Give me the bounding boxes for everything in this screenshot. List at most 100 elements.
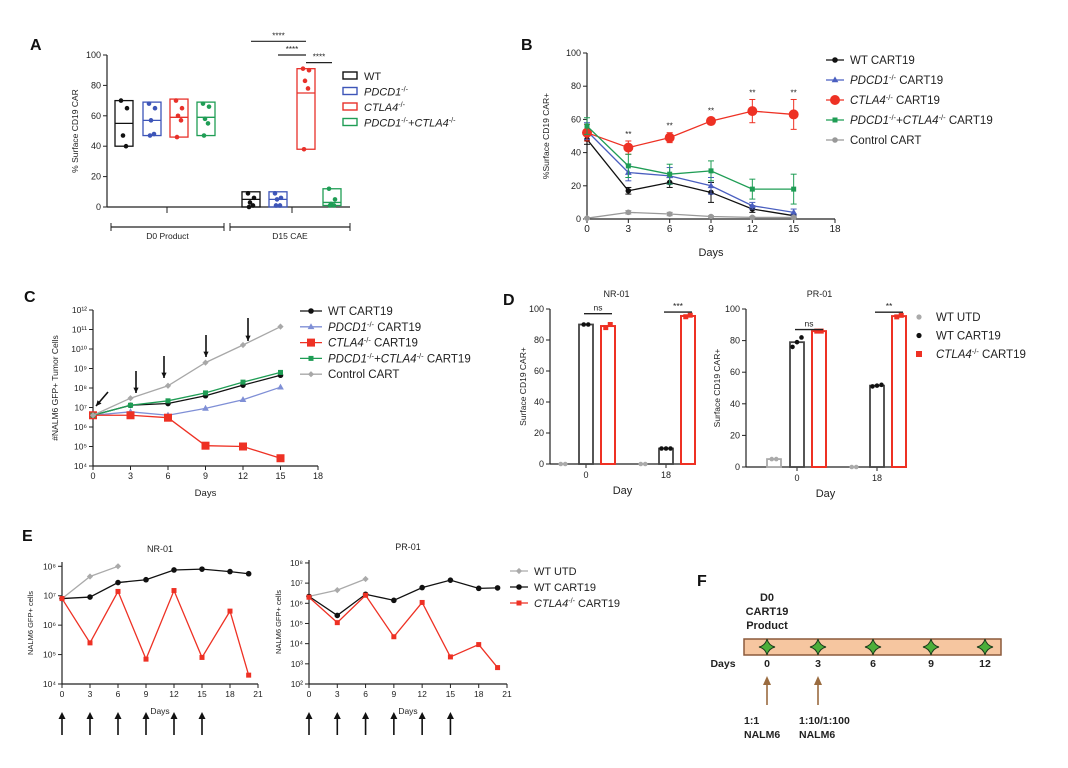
y-tick-label: 10⁵ [74, 442, 87, 452]
series-1-point [475, 585, 482, 592]
legend-label: PDCD1-/- CART19 [850, 73, 943, 88]
label-part: -/- [367, 319, 375, 328]
data-point [607, 322, 613, 327]
series-2-point [664, 132, 675, 143]
series-1-point [277, 383, 284, 390]
data-point [245, 191, 251, 196]
panel-letter: B [521, 37, 533, 54]
data-point [683, 314, 689, 320]
label-part: CART19 [893, 95, 940, 107]
series-3-point [128, 402, 133, 408]
box-1-0 [241, 191, 261, 210]
star-icon [976, 638, 994, 656]
legend-item-3: PDCD1-/-+CTLA4-/- [342, 117, 456, 130]
x-tick-label: 0 [794, 473, 799, 483]
y-tick-label: 20 [730, 430, 740, 440]
series-2-point [276, 454, 285, 463]
bar-0-0 [766, 456, 782, 468]
significance-label: ** [708, 107, 714, 116]
timeline-arrow-label: NALM6 [744, 729, 780, 741]
timeline-arrow-label: 1:1 [744, 715, 759, 727]
series-0-point [334, 587, 341, 594]
series-2-point [143, 656, 149, 662]
group-label: D0 Product [146, 231, 189, 241]
chart-C: 10⁴ 10⁵ 10⁶ 10⁷ 10⁸ 10⁹ 10¹⁰ 10¹¹ 10¹² #NALM6 GFP… [50, 305, 471, 499]
x-tick-label: 15 [197, 689, 207, 699]
legend-swatch [342, 117, 358, 127]
series-3-point [791, 186, 797, 192]
bar-1-0 [789, 335, 805, 468]
panel-letter: F [697, 573, 707, 590]
y-axis-label: NALM6 GFP+ cells [274, 590, 283, 654]
data-point [123, 143, 129, 149]
y-tick-label: 60 [534, 366, 544, 376]
y-tick-label: 10⁷ [43, 591, 56, 601]
series-2-point [199, 654, 205, 660]
legend-item-2: CTLA4-/- CART19 [510, 597, 620, 610]
data-point [273, 203, 279, 208]
legend-marker [830, 95, 840, 105]
series-2-point [171, 588, 177, 594]
y-tick-label: 100 [566, 48, 581, 58]
series-4-point [277, 323, 284, 330]
arrow-head-icon [245, 335, 251, 341]
series-1-line [586, 130, 794, 214]
series-2-point [227, 608, 233, 614]
label-part: -/- [401, 86, 408, 94]
label-part: CTLA4 [534, 598, 568, 610]
series-2-line [61, 588, 250, 676]
x-tick-label: 9 [708, 224, 714, 235]
x-tick-label: 12 [417, 689, 427, 699]
series-4-line [92, 326, 281, 416]
star-icon [922, 638, 940, 656]
y-tick-label: 40 [730, 399, 740, 409]
restimulation-arrows [58, 712, 206, 735]
legend-marker [308, 355, 314, 361]
y-tick-label: 10¹⁰ [71, 344, 87, 354]
data-point [277, 203, 283, 208]
legend-marker [832, 117, 838, 123]
label-part: PDCD1 [364, 118, 401, 130]
y-tick-label: 80 [91, 80, 101, 90]
label-part: WT UTD [936, 312, 981, 324]
data-point [603, 325, 609, 331]
legend-item-2: CTLA4-/- CART19 [826, 93, 940, 107]
label-part: -/- [889, 113, 897, 122]
legend-marker [916, 351, 922, 357]
y-tick-label: 10² [291, 679, 303, 689]
label-part: PDCD1 [850, 75, 889, 87]
series-2-point [788, 109, 799, 120]
label-part: CTLA4 [936, 349, 972, 361]
series-1-point [419, 584, 425, 591]
arrow-head-icon [114, 712, 122, 719]
data-point [326, 186, 332, 192]
bar-1-1 [658, 446, 674, 465]
x-tick-label: 12 [747, 224, 759, 235]
label-part: -/- [417, 351, 425, 360]
x-tick-label: 0 [583, 470, 588, 480]
data-point [274, 197, 280, 202]
arrow-head-icon [305, 712, 313, 719]
series-4 [584, 209, 797, 221]
significance-label: ** [749, 88, 755, 97]
legend-marker [916, 332, 922, 339]
legend-item-1: WT CART19 [510, 582, 596, 594]
series-0 [584, 133, 797, 219]
legend-item-0: WT [342, 71, 381, 83]
x-tick-label: 21 [502, 689, 512, 699]
y-tick-label: 20 [571, 181, 581, 191]
data-point [173, 98, 179, 103]
legend-item-0: WT CART19 [826, 55, 915, 67]
legend-marker [516, 600, 522, 606]
series-1-point [494, 585, 501, 591]
label-part: +CTLA4 [896, 115, 939, 127]
legend-label: WT CART19 [328, 306, 393, 318]
x-tick-label: 18 [829, 224, 841, 235]
label-part: CART19 [946, 115, 993, 127]
arrow-head-icon [446, 712, 454, 719]
x-axis-label: Days [195, 488, 217, 499]
data-point [562, 461, 568, 467]
label-part: PDCD1 [328, 353, 367, 365]
series-1-point [447, 577, 454, 583]
